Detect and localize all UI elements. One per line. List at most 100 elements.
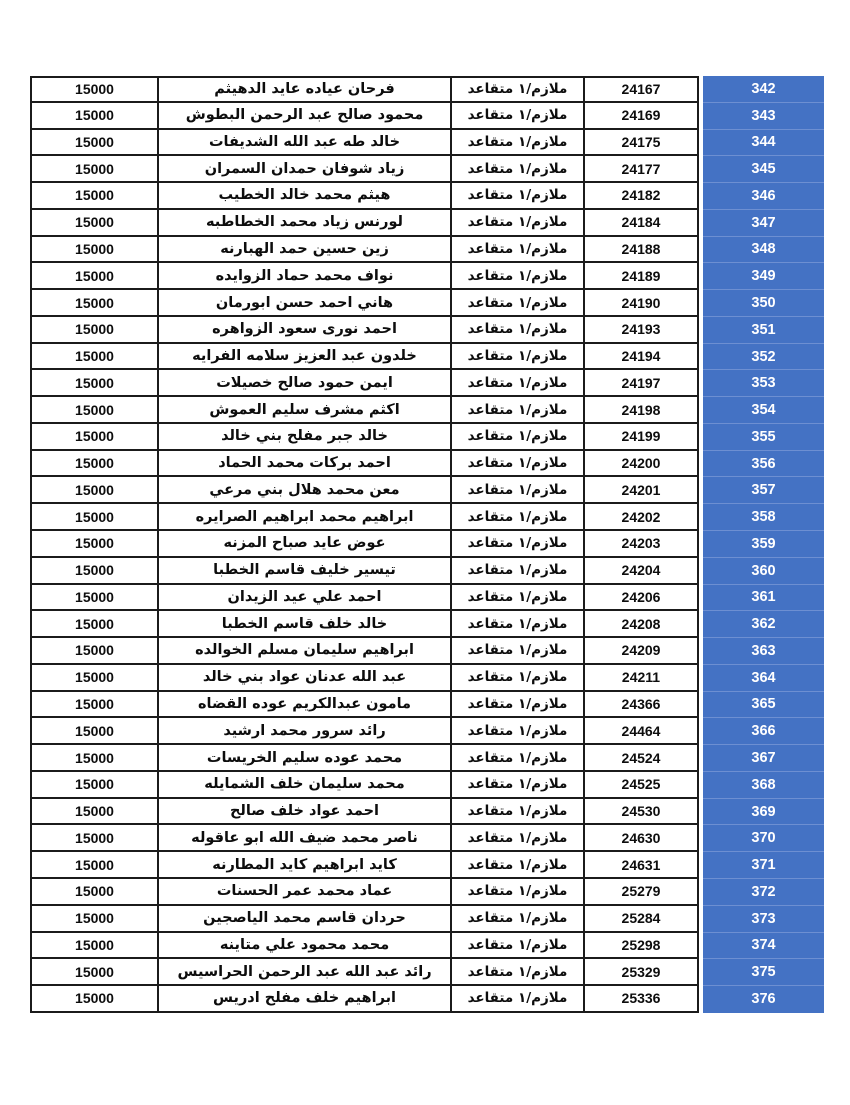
amount-cell: 15000 [30,691,157,719]
serial-number-cell: 360 [703,557,824,585]
column-gap [699,477,703,505]
amount-cell: 15000 [30,986,157,1013]
table-row: 15000 نواف محمد حماد الزوايده ملازم/١ مت… [30,263,827,291]
name-cell: محمد سليمان خلف الشمايله [157,771,450,799]
rank-cell: ملازم/١ متقاعد [450,183,583,210]
name-cell: لورنس زياد محمد الخطاطبه [157,209,450,237]
column-gap [699,611,703,639]
rank-cell: ملازم/١ متقاعد [450,290,583,317]
service-number-cell: 25284 [583,905,699,933]
name-cell: عوض عايد صباح المزنه [157,531,450,558]
amount-cell: 15000 [30,397,157,424]
service-number-cell: 24177 [583,156,699,184]
name-cell: معن محمد هلال بني مرعي [157,477,450,505]
rank-cell: ملازم/١ متقاعد [450,664,583,692]
column-gap [699,263,703,291]
service-number-cell: 24169 [583,102,699,130]
column-gap [699,932,703,960]
rank-cell: ملازم/١ متقاعد [450,798,583,826]
amount-cell: 15000 [30,798,157,826]
table-row: 15000 احمد علي عيد الزيدان ملازم/١ متقاع… [30,584,827,612]
name-cell: ايمن حمود صالح خصيلات [157,370,450,398]
column-gap [699,745,703,772]
table-row: 15000 عبد الله عدنان عواد بني خالد ملازم… [30,664,827,692]
rank-cell: ملازم/١ متقاعد [450,423,583,451]
serial-number-cell: 365 [703,691,824,719]
serial-number-cell: 349 [703,263,824,291]
serial-number-cell: 353 [703,370,824,398]
service-number-cell: 24203 [583,531,699,558]
column-gap [699,691,703,719]
column-gap [699,316,703,344]
amount-cell: 15000 [30,557,157,585]
table-row: 15000 محمد محمود علي متاينه ملازم/١ متقا… [30,932,827,960]
serial-number-cell: 346 [703,183,824,210]
column-gap [699,986,703,1013]
service-number-cell: 25298 [583,932,699,960]
serial-number-cell: 351 [703,316,824,344]
name-cell: ابراهيم خلف مفلح ادريس [157,986,450,1013]
serial-number-cell: 356 [703,450,824,478]
name-cell: مامون عبدالكريم عوده القضاه [157,691,450,719]
table-row: 15000 رائد عبد الله عبد الرحمن الحراسيس … [30,959,827,987]
service-number-cell: 24188 [583,236,699,264]
table-row: 15000 خالد جبر مفلح بني خالد ملازم/١ متق… [30,423,827,451]
service-number-cell: 25279 [583,878,699,906]
rank-cell: ملازم/١ متقاعد [450,76,583,103]
name-cell: زين حسين حمد الهبارنه [157,236,450,264]
service-number-cell: 24524 [583,745,699,772]
amount-cell: 15000 [30,959,157,987]
service-number-cell: 25336 [583,986,699,1013]
name-cell: ناصر محمد ضيف الله ابو عاقوله [157,825,450,853]
column-gap [699,450,703,478]
rank-cell: ملازم/١ متقاعد [450,557,583,585]
rank-cell: ملازم/١ متقاعد [450,370,583,398]
amount-cell: 15000 [30,531,157,558]
name-cell: عبد الله عدنان عواد بني خالد [157,664,450,692]
name-cell: خلدون عبد العزيز سلامه الفرايه [157,343,450,371]
amount-cell: 15000 [30,477,157,505]
column-gap [699,129,703,157]
amount-cell: 15000 [30,290,157,317]
name-cell: ابراهيم سليمان مسلم الخوالده [157,638,450,665]
column-gap [699,905,703,933]
rank-cell: ملازم/١ متقاعد [450,504,583,532]
name-cell: خالد طه عبد الله الشديفات [157,129,450,157]
column-gap [699,531,703,558]
column-gap [699,504,703,532]
rank-cell: ملازم/١ متقاعد [450,450,583,478]
amount-cell: 15000 [30,745,157,772]
serial-number-cell: 368 [703,771,824,799]
service-number-cell: 24182 [583,183,699,210]
rank-cell: ملازم/١ متقاعد [450,771,583,799]
column-gap [699,102,703,130]
service-number-cell: 24190 [583,290,699,317]
service-number-cell: 24202 [583,504,699,532]
table-row: 15000 زياد شوفان حمدان السمران ملازم/١ م… [30,156,827,184]
column-gap [699,236,703,264]
rank-cell: ملازم/١ متقاعد [450,638,583,665]
service-number-cell: 25329 [583,959,699,987]
name-cell: رائد سرور محمد ارشيد [157,718,450,746]
table-row: 15000 خالد خلف قاسم الخطبا ملازم/١ متقاع… [30,611,827,639]
rank-cell: ملازم/١ متقاعد [450,397,583,424]
serial-number-cell: 369 [703,798,824,826]
amount-cell: 15000 [30,129,157,157]
service-number-cell: 24464 [583,718,699,746]
table-row: 15000 خالد طه عبد الله الشديفات ملازم/١ … [30,129,827,157]
amount-cell: 15000 [30,771,157,799]
rank-cell: ملازم/١ متقاعد [450,986,583,1013]
column-gap [699,183,703,210]
rank-cell: ملازم/١ متقاعد [450,316,583,344]
table-row: 15000 ابراهيم محمد ابراهيم الصرايره ملاز… [30,504,827,532]
service-number-cell: 24211 [583,664,699,692]
table-row: 15000 ناصر محمد ضيف الله ابو عاقوله ملاز… [30,825,827,853]
amount-cell: 15000 [30,504,157,532]
table-row: 15000 مامون عبدالكريم عوده القضاه ملازم/… [30,691,827,719]
name-cell: زياد شوفان حمدان السمران [157,156,450,184]
rank-cell: ملازم/١ متقاعد [450,905,583,933]
service-number-cell: 24525 [583,771,699,799]
amount-cell: 15000 [30,932,157,960]
column-gap [699,798,703,826]
service-number-cell: 24200 [583,450,699,478]
